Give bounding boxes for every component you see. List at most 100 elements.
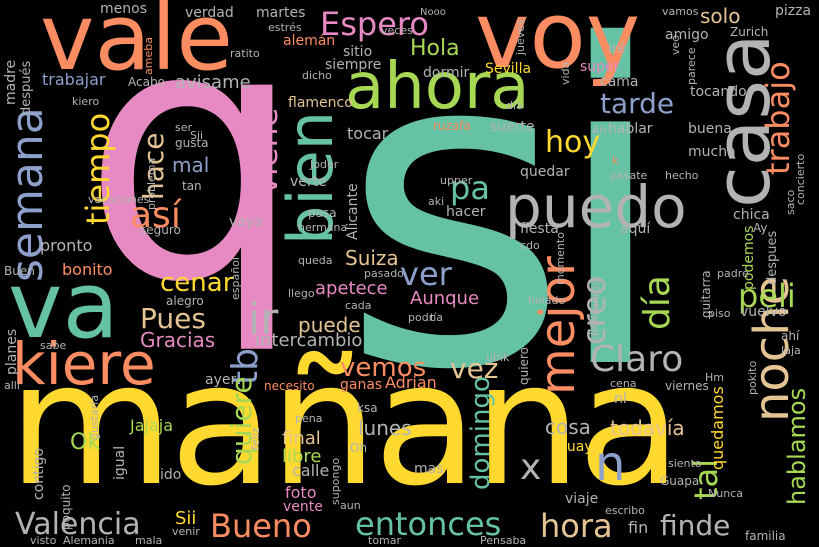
- word-vacaciones: vacaciones: [88, 193, 150, 206]
- word-si: si: [340, 0, 672, 466]
- word-ser: ser: [175, 121, 193, 134]
- word-pokito: pokito: [746, 360, 759, 395]
- word-sabe: sabe: [40, 339, 67, 352]
- word-verte: verte: [290, 174, 327, 190]
- word-super: super: [580, 59, 620, 75]
- word-gusta: gusta: [175, 136, 209, 150]
- word-aun: aun: [340, 499, 361, 512]
- word-dia2: dia: [506, 99, 523, 112]
- word-despues: después: [19, 60, 34, 115]
- word-trabajar: trabajar: [42, 70, 106, 89]
- word-nl: nl: [614, 391, 627, 407]
- word-cena: cena: [610, 377, 637, 390]
- word-vente: vente: [283, 499, 323, 515]
- word-fin: fin: [628, 518, 649, 537]
- word-ido: ido: [160, 467, 182, 483]
- word-ah: Ah: [592, 124, 607, 137]
- word-manana: mañana: [8, 326, 682, 524]
- word-quiere: quiere: [225, 376, 258, 465]
- word-padre: padre: [717, 267, 749, 280]
- word-mucha: mucha: [688, 144, 736, 160]
- word-seguro: seguro: [140, 223, 181, 237]
- word-viernes: viernes: [665, 379, 709, 393]
- word-visto: visto: [30, 534, 57, 547]
- word-alemania: Alemania: [63, 534, 115, 547]
- word-cama: cama: [600, 74, 639, 90]
- word-acabo: Acabo: [128, 75, 165, 89]
- word-aki: aki: [428, 195, 445, 208]
- word-mal: mal: [172, 153, 210, 177]
- word-mas: mas: [414, 461, 444, 477]
- word-nooo: Nooo: [420, 7, 446, 18]
- word-feliz: feliz: [249, 427, 262, 450]
- word-k: k: [612, 154, 619, 167]
- word-va: va: [8, 252, 119, 359]
- word-cenar: cenar: [160, 268, 234, 298]
- word-vemos: vemos: [340, 353, 427, 383]
- word-tarde: tarde: [600, 87, 675, 120]
- word-quiero: quiero: [517, 347, 531, 385]
- word-ganas: ganas: [340, 377, 383, 393]
- word-vuelvo: vuelvo: [740, 304, 787, 320]
- word-trabajo: trabajo: [759, 61, 797, 175]
- word-venir: venir: [172, 525, 200, 538]
- word-ameba: ameba: [142, 37, 155, 75]
- word-ok: Ok: [70, 430, 101, 455]
- word-amigo: amigo: [665, 27, 709, 43]
- word-contigo: contigo: [31, 448, 47, 500]
- word-aqui: aquí: [620, 221, 651, 237]
- word-lunes: lunes: [358, 416, 412, 440]
- word-entonces: entonces: [355, 505, 502, 543]
- word-alli: alli: [4, 379, 20, 392]
- word-mala: mala: [135, 534, 163, 547]
- word-vez: vez: [450, 352, 499, 385]
- word-hoy: hoy: [545, 125, 601, 160]
- word-veo: veo: [669, 34, 682, 55]
- word-pensaba: Pensaba: [480, 534, 527, 547]
- word-guapa: Guapa: [660, 474, 700, 488]
- word-vamos: vamos: [662, 5, 699, 18]
- word-ver: ver: [400, 255, 452, 293]
- word-ksa: ksa: [357, 401, 378, 415]
- word-veces: veces: [381, 24, 413, 37]
- word-tocar: tocar: [347, 124, 389, 143]
- word-adrian: Adrian: [385, 373, 437, 392]
- word-ire: iré: [608, 41, 626, 57]
- word-supongo: supongo: [329, 457, 342, 505]
- word-escribo: escribo: [605, 504, 645, 517]
- word-suiza: Suiza: [345, 246, 399, 270]
- word-libre: libre: [282, 446, 322, 467]
- word-ahi: ahí: [781, 329, 800, 343]
- word-sii: Sii: [175, 508, 197, 529]
- word-quedamos: quedamos: [708, 386, 727, 470]
- word-pronto: pronto: [40, 236, 93, 255]
- word-necesito: necesito: [264, 379, 315, 393]
- word-pasa: pasa: [308, 206, 337, 220]
- word-saco: saco: [784, 189, 797, 215]
- word-viene: viene: [247, 107, 285, 195]
- word-buen: Buen: [4, 264, 35, 278]
- word-todavia: todavía: [610, 416, 685, 440]
- word-calle: calle: [292, 461, 330, 480]
- word-tan: tan: [182, 179, 202, 193]
- word-piso: piso: [708, 307, 731, 320]
- word-pa: pa: [450, 169, 490, 207]
- word-peli: peli: [738, 277, 796, 315]
- word-fiesta: fiesta: [520, 221, 559, 237]
- word-ay: Ay: [753, 221, 768, 235]
- word-bonito: bonito: [62, 260, 113, 279]
- word-buena: buena: [688, 121, 732, 137]
- word-intercambio: intercambio: [255, 330, 363, 351]
- word-voy: voy: [475, 0, 641, 89]
- word-semana: semana: [2, 107, 53, 282]
- word-oh: Oh: [350, 441, 368, 455]
- word-pasate: pasate: [610, 169, 648, 182]
- word-ir: ir: [248, 294, 279, 345]
- word-martes: martes: [256, 5, 306, 21]
- word-puedo: puedo: [505, 173, 687, 241]
- word-hecho: hecho: [665, 169, 699, 182]
- word-vale: vale: [40, 0, 233, 91]
- word-ahora: ahora: [345, 50, 530, 124]
- word-t: t: [430, 311, 435, 324]
